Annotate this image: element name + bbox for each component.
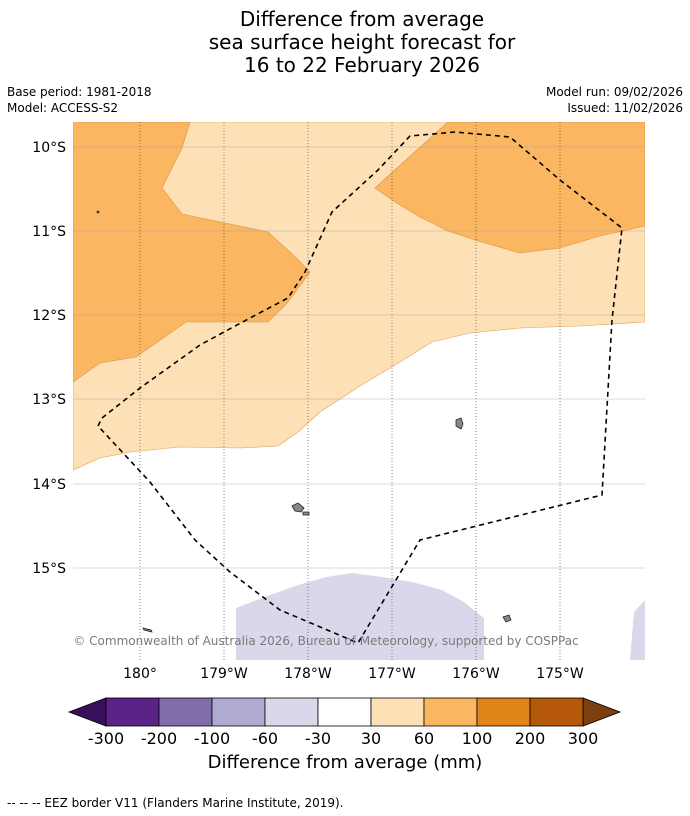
colorbar-bins — [105, 697, 584, 727]
colorbar-bin — [476, 697, 531, 727]
island-mago — [455, 417, 464, 430]
lon-label: 180° — [123, 666, 157, 682]
colorbar-tick-label: -60 — [252, 729, 278, 748]
colorbar-bin — [264, 697, 319, 727]
meta-right: Model run: 09/02/2026 Issued: 11/02/2026 — [546, 84, 683, 116]
colorbar-tick-label: 60 — [414, 729, 434, 748]
lat-label: 10°S — [32, 140, 66, 156]
model-name: Model: ACCESS-S2 — [7, 101, 119, 115]
colorbar-bin — [317, 697, 372, 727]
lon-label: 177°W — [368, 666, 416, 682]
lat-label: 14°S — [32, 477, 66, 493]
colorbar-tick-label: 300 — [568, 729, 599, 748]
lat-label: 11°S — [32, 224, 66, 240]
colorbar-tick-label: 30 — [361, 729, 381, 748]
lat-label: 12°S — [32, 308, 66, 324]
lon-label: 176°W — [452, 666, 500, 682]
anomaly-region-neg30-neg60-east — [630, 600, 645, 660]
title-line-3: 16 to 22 February 2026 — [244, 53, 480, 77]
colorbar: -300 -200 -100 -60 -30 30 60 100 200 300 — [67, 697, 622, 748]
island-small-1 — [302, 511, 310, 516]
latitude-labels: 10°S 11°S 12°S 13°S 14°S 15°S — [32, 140, 66, 577]
colorbar-bin — [529, 697, 584, 727]
island-koro — [291, 502, 305, 513]
colorbar-bin — [105, 697, 160, 727]
lat-label: 15°S — [32, 561, 66, 577]
colorbar-tick-labels: -300 -200 -100 -60 -30 30 60 100 200 300 — [88, 729, 598, 748]
colorbar-bin — [211, 697, 266, 727]
island-small-4 — [96, 210, 100, 214]
model-run: Model run: 09/02/2026 — [545, 85, 683, 99]
anomaly-region-neg30-neg60-south — [236, 573, 484, 660]
meta-left: Base period: 1981-2018 Model: ACCESS-S2 — [7, 84, 152, 116]
colorbar-tick-label: -100 — [194, 729, 230, 748]
title-line-2: sea surface height forecast for — [208, 30, 516, 54]
island-small-2 — [502, 614, 512, 623]
colorbar-tick-label: 100 — [462, 729, 493, 748]
lon-label: 175°W — [536, 666, 584, 682]
eez-border — [97, 131, 623, 645]
colorbar-tick-label: -200 — [141, 729, 177, 748]
issued-date: Issued: 11/02/2026 — [567, 101, 683, 115]
colorbar-bin — [158, 697, 213, 727]
chart-title: Difference from average sea surface heig… — [0, 8, 690, 77]
colorbar-label: Difference from average (mm) — [207, 752, 483, 773]
title-line-1: Difference from average — [239, 7, 485, 31]
colorbar-bin — [423, 697, 478, 727]
anomaly-region-60-100-east — [374, 122, 645, 254]
copyright-text: © Commonwealth of Australia 2026, Bureau… — [73, 634, 578, 648]
colorbar-tick-label: 200 — [515, 729, 546, 748]
colorbar-tick-label: -30 — [305, 729, 331, 748]
colorbar-bin — [370, 697, 425, 727]
eez-footnote: -- -- -- EEZ border V11 (Flanders Marine… — [7, 796, 344, 810]
map-panel: © Commonwealth of Australia 2026, Bureau… — [73, 122, 645, 660]
colorbar-over-triangle — [582, 697, 622, 727]
longitude-labels: 180° 179°W 178°W 177°W 176°W 175°W — [123, 666, 584, 682]
latitude-gridlines — [73, 146, 645, 569]
lon-label: 179°W — [200, 666, 248, 682]
islands — [96, 210, 512, 633]
colorbar-tick-label: -300 — [88, 729, 124, 748]
lon-label: 178°W — [284, 666, 332, 682]
lat-label: 13°S — [32, 392, 66, 408]
island-small-3 — [142, 627, 153, 633]
base-period: Base period: 1981-2018 — [7, 85, 152, 99]
colorbar-under-triangle — [67, 697, 107, 727]
